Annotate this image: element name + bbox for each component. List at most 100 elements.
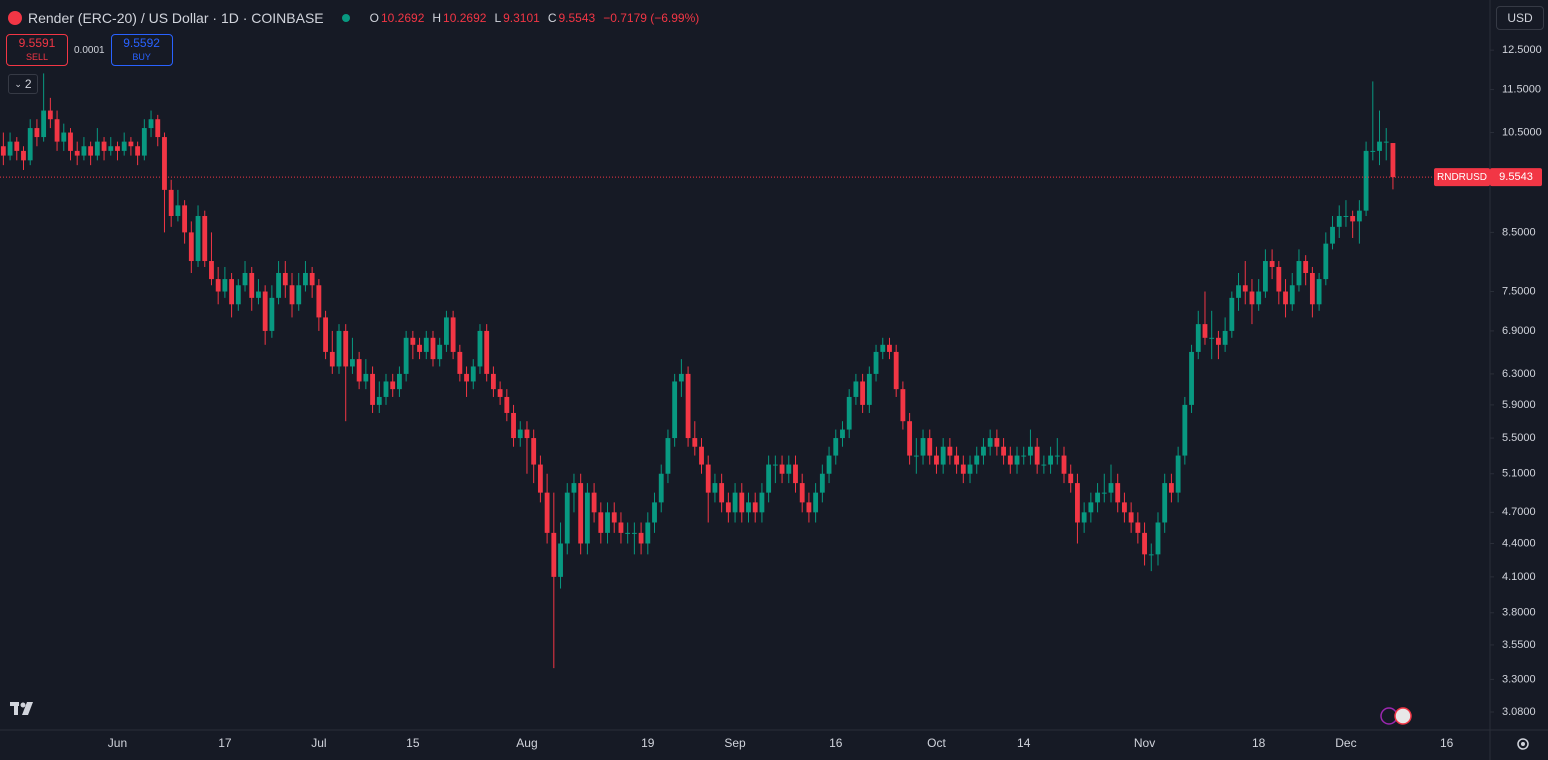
candle-body <box>960 464 966 474</box>
y-tick-label: 3.5500 <box>1502 639 1536 651</box>
candle-body <box>551 532 557 577</box>
x-tick-label: 14 <box>1017 736 1031 750</box>
candle-body <box>739 492 745 513</box>
candle-body <box>692 438 698 447</box>
price-line-label-bg <box>1434 168 1490 187</box>
c-label: C <box>547 11 557 25</box>
candle-body <box>712 483 718 493</box>
x-tick-label: 18 <box>1252 736 1266 750</box>
x-tick-label: 17 <box>218 736 232 750</box>
candle-body <box>303 272 308 286</box>
candle-body <box>1336 215 1342 227</box>
candle-body <box>1061 455 1067 474</box>
candle-body <box>1142 532 1147 555</box>
sell-button[interactable]: 9.5591 SELL <box>6 34 68 66</box>
candle-body <box>162 137 167 190</box>
candle-body <box>269 297 275 331</box>
candle-body <box>967 464 973 474</box>
candle-body <box>61 132 67 142</box>
candle-body <box>249 272 255 298</box>
currency-button[interactable]: USD <box>1496 6 1544 30</box>
candle-body <box>672 381 678 439</box>
candle-body <box>195 215 201 262</box>
y-tick-label: 5.9000 <box>1502 399 1536 411</box>
buy-button[interactable]: 9.5592 BUY <box>110 34 173 66</box>
settings-icon[interactable] <box>1517 738 1529 750</box>
candle-body <box>1075 483 1080 523</box>
candle-body <box>1350 215 1356 222</box>
candle-body <box>665 438 671 474</box>
candle-body <box>410 337 416 345</box>
currency: USD <box>1507 11 1533 25</box>
candle-body <box>954 455 960 465</box>
candle-body <box>235 285 241 305</box>
candle-body <box>1289 285 1295 305</box>
candle-body <box>403 337 409 374</box>
y-tick-label: 12.5000 <box>1502 44 1542 56</box>
candle-body <box>1222 330 1228 345</box>
candle-body <box>141 128 147 156</box>
indicators-count: 2 <box>24 77 32 91</box>
candle-body <box>135 146 141 156</box>
candle-body <box>121 141 127 151</box>
candle-body <box>947 446 953 456</box>
candle-body <box>1283 291 1288 305</box>
y-tick-label: 5.5000 <box>1502 432 1536 444</box>
candle-body <box>813 492 819 513</box>
x-tick-label: 15 <box>406 736 420 750</box>
candle-body <box>7 141 13 156</box>
indicators-toggle[interactable]: ⌄ 2 <box>8 74 38 94</box>
buy-label: BUY <box>132 52 151 62</box>
candle-body <box>1209 337 1215 339</box>
candle-body <box>974 455 980 465</box>
symbol-icon <box>8 11 22 25</box>
candle-body <box>1155 522 1161 555</box>
l-label: L <box>494 11 502 25</box>
candle-body <box>1390 143 1396 178</box>
candle-body <box>766 464 772 493</box>
candle-body <box>913 455 919 457</box>
candle-body <box>531 438 537 465</box>
candle-body <box>1007 455 1013 465</box>
candle-body <box>860 381 866 405</box>
candle-body <box>1215 337 1221 345</box>
candle-body <box>1303 261 1309 273</box>
x-tick-label: Nov <box>1134 736 1155 750</box>
candle-body <box>779 464 785 474</box>
c-value: 9.5543 <box>558 11 596 25</box>
candle-body <box>1101 492 1107 494</box>
candle-body <box>222 279 228 292</box>
candle-body <box>1256 291 1262 305</box>
candle-body <box>1343 215 1349 217</box>
candle-body <box>289 285 295 305</box>
candle-body <box>101 141 107 151</box>
candle-body <box>819 473 825 493</box>
y-tick-label: 11.5000 <box>1502 83 1541 95</box>
candle-body <box>658 473 664 503</box>
candle-body <box>759 492 765 513</box>
y-tick-label: 6.9000 <box>1502 325 1536 337</box>
y-tick-label: 3.8000 <box>1502 607 1536 619</box>
candle-body <box>1249 291 1255 305</box>
candle-body <box>1128 512 1134 523</box>
candle-body <box>618 522 624 533</box>
buy-price: 9.5592 <box>123 36 160 50</box>
x-tick-label: Oct <box>927 736 946 750</box>
candle-body <box>1068 473 1074 484</box>
candle-body <box>598 512 604 533</box>
candle-body <box>1054 455 1060 457</box>
y-tick-label: 7.5000 <box>1502 285 1536 297</box>
candle-body <box>457 351 463 374</box>
candle-body <box>343 330 349 367</box>
l-value: 9.3101 <box>503 11 540 25</box>
candle-body <box>678 373 684 382</box>
spread: 0.0001 <box>74 44 105 56</box>
y-tick-label: 10.5000 <box>1502 126 1542 138</box>
candle-body <box>115 146 120 151</box>
candle-body <box>128 141 134 147</box>
trade-panel: 9.5591 SELL 0.0001 9.5592 BUY <box>6 34 173 66</box>
candle-body <box>1370 150 1376 152</box>
y-tick-label: 8.5000 <box>1502 226 1536 238</box>
candle-body <box>497 389 503 397</box>
